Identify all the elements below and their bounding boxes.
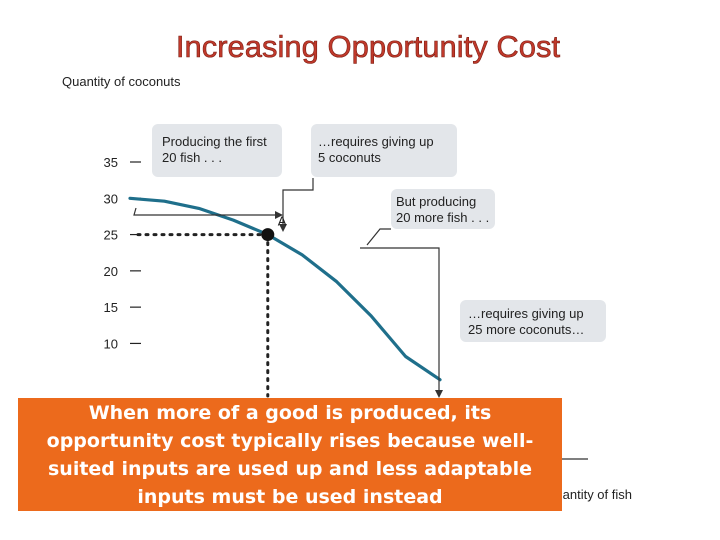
ppf-curve: [128, 196, 442, 382]
callout-box: When more of a good is produced, its opp…: [18, 398, 562, 511]
annotation-text: …requires giving up: [318, 134, 434, 149]
annotation-box: [311, 124, 457, 177]
annotation-box: [460, 300, 606, 342]
x-axis-label: Quantity of fish: [545, 487, 632, 502]
annotation-text: 20 more fish . . .: [396, 210, 489, 225]
y-tick-label: 30: [104, 191, 118, 206]
annotation-arrow: [133, 207, 280, 216]
point-a-label: A: [278, 214, 287, 229]
y-tick-label: 10: [104, 336, 118, 351]
annotation-text: Producing the first: [162, 134, 267, 149]
point-a: [261, 228, 275, 242]
chart-title: Increasing Opportunity Cost: [176, 29, 561, 64]
annotation-arrowhead: [279, 224, 287, 232]
y-tick-label: 25: [104, 228, 118, 243]
y-tick-label: 15: [104, 300, 118, 315]
annotation-arrow: [282, 178, 314, 228]
annotation-arrowhead: [275, 211, 283, 219]
annotation-text: …requires giving up: [468, 306, 584, 321]
annotation-text: 25 more coconuts…: [468, 322, 584, 337]
annotation-box: [391, 189, 495, 229]
annotation-arrowhead: [435, 390, 443, 398]
y-axis-label: Quantity of coconuts: [62, 74, 181, 89]
annotation-text: 5 coconuts: [318, 150, 381, 165]
annotation-arrow: [366, 228, 391, 246]
annotation-text: 20 fish . . .: [162, 150, 222, 165]
annotation-arrow: [360, 247, 440, 395]
annotation-box: [152, 124, 282, 177]
y-tick-label: 35: [104, 155, 118, 170]
annotation-text: But producing: [396, 194, 476, 209]
y-tick-label: 20: [104, 264, 118, 279]
